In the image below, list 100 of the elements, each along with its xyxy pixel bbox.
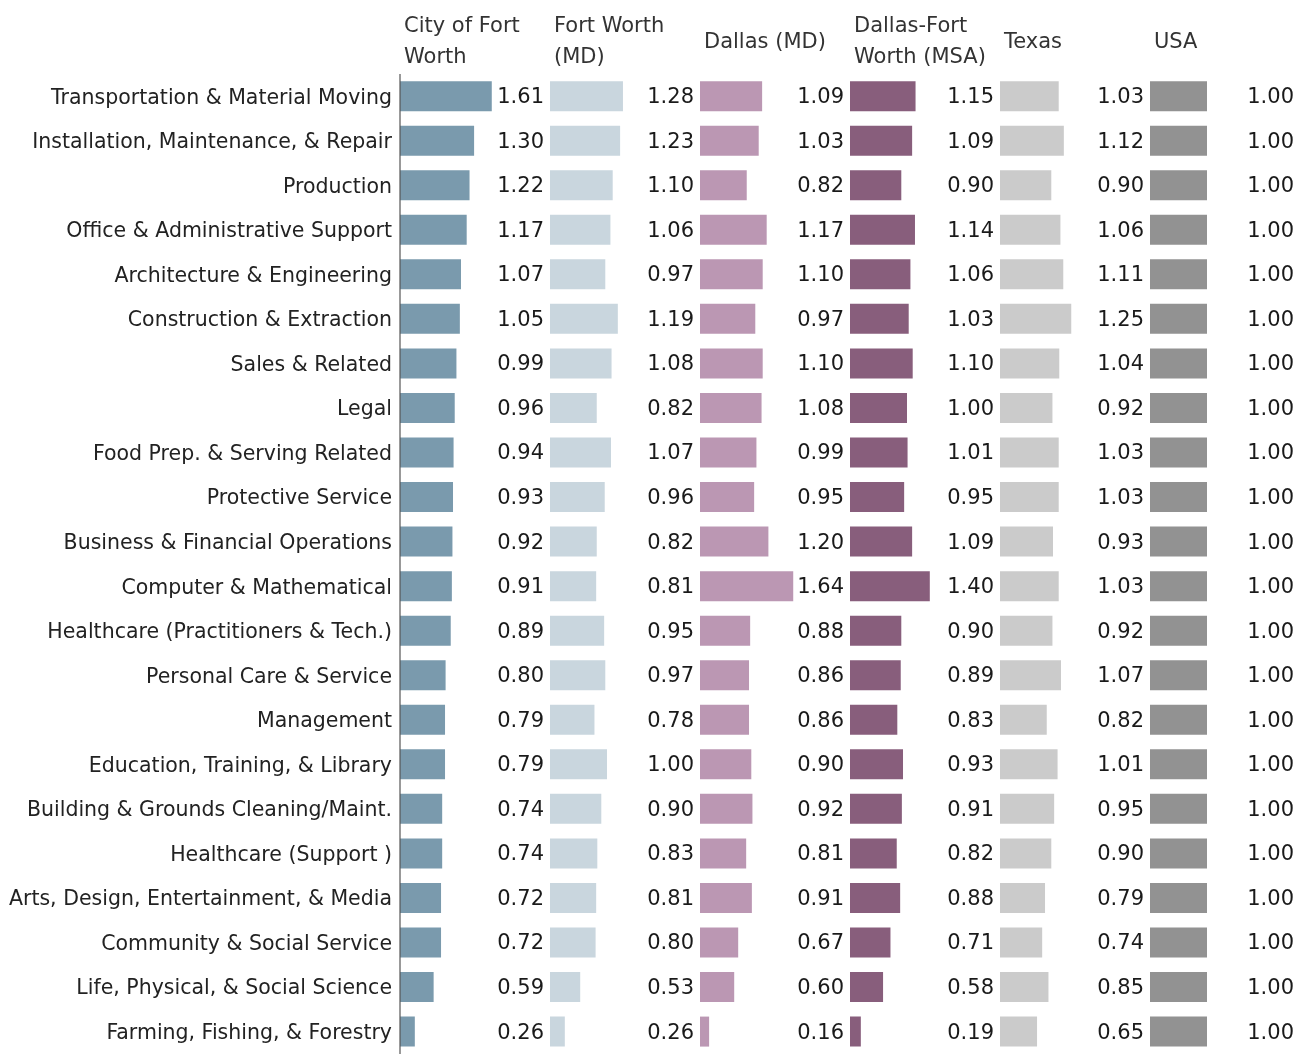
data-label: 0.90	[1097, 841, 1144, 866]
bar	[550, 927, 596, 958]
bar	[400, 482, 454, 513]
bar	[850, 972, 884, 1003]
data-label: 1.07	[1097, 663, 1144, 688]
y-tick-label: Building & Grounds Cleaning/Maint.	[26, 797, 392, 822]
data-label: 1.14	[947, 217, 994, 242]
y-tick-label: Personal Care & Service	[146, 663, 392, 688]
data-label: 1.00	[1247, 173, 1294, 198]
data-label: 0.88	[797, 618, 844, 643]
data-label: 0.60	[797, 975, 844, 1000]
data-label: 0.92	[1097, 618, 1144, 643]
bar	[850, 793, 902, 824]
y-tick-label: Sales & Related	[230, 351, 392, 376]
data-label: 1.25	[1097, 306, 1144, 331]
chart-title: Dallas (MD)	[704, 27, 827, 55]
data-label: 1.00	[1247, 707, 1294, 732]
data-label: 0.99	[497, 351, 544, 376]
data-label: 0.58	[947, 975, 994, 1000]
bar	[700, 838, 747, 869]
data-label: 1.03	[1097, 485, 1144, 510]
data-label: 1.15	[947, 84, 994, 109]
data-label: 0.82	[1097, 707, 1144, 732]
data-label: 0.81	[647, 885, 694, 910]
bar	[700, 927, 739, 958]
y-tick-label: Healthcare (Practitioners & Tech.)	[47, 619, 392, 644]
bar	[850, 1016, 861, 1047]
bar	[400, 927, 442, 958]
data-label: 0.91	[797, 885, 844, 910]
data-label: 1.06	[947, 262, 994, 287]
data-label: 0.85	[1097, 975, 1144, 1000]
data-label: 0.79	[1097, 885, 1144, 910]
bar	[850, 437, 908, 468]
data-label: 1.09	[947, 529, 994, 554]
data-label: 1.03	[1097, 574, 1144, 599]
data-label: 1.64	[797, 574, 844, 599]
bar	[1000, 1016, 1038, 1047]
data-label: 1.12	[1097, 128, 1144, 153]
bar	[550, 615, 605, 646]
data-label: 1.00	[647, 752, 694, 777]
data-label: 0.89	[947, 663, 994, 688]
data-label: 0.71	[947, 930, 994, 955]
data-label: 0.83	[647, 841, 694, 866]
data-label: 0.90	[797, 752, 844, 777]
bar	[1000, 303, 1072, 334]
y-tick-label: Education, Training, & Library	[88, 752, 392, 777]
bar	[700, 170, 747, 201]
data-label: 1.00	[1247, 485, 1294, 510]
data-label: 1.05	[497, 306, 544, 331]
bar	[1000, 259, 1064, 290]
bar	[400, 125, 475, 156]
data-label: 1.09	[797, 84, 844, 109]
y-tick-label: Healthcare (Support )	[170, 841, 392, 866]
chart-title: Dallas-Fort Worth (MSA)	[854, 12, 987, 70]
data-label: 1.10	[797, 262, 844, 287]
data-label: 0.89	[497, 618, 544, 643]
data-label: 0.99	[797, 440, 844, 465]
data-label: 0.81	[647, 574, 694, 599]
data-label: 1.00	[1247, 351, 1294, 376]
data-label: 1.00	[1247, 529, 1294, 554]
bar	[700, 1016, 710, 1047]
data-label: 1.19	[647, 306, 694, 331]
bar	[700, 125, 759, 156]
bar	[850, 81, 916, 112]
data-label: 0.86	[797, 707, 844, 732]
data-label: 0.92	[797, 796, 844, 821]
bar	[400, 259, 461, 290]
bar	[1000, 972, 1049, 1003]
data-label: 0.74	[497, 841, 544, 866]
bar	[700, 392, 762, 423]
data-label: 0.93	[947, 752, 994, 777]
bar	[1000, 882, 1046, 913]
bar	[700, 882, 752, 913]
bar	[400, 660, 446, 691]
data-label: 0.90	[947, 618, 994, 643]
y-tick-label: Production	[282, 173, 392, 198]
data-label: 0.92	[497, 529, 544, 554]
bar	[550, 81, 623, 112]
bar	[1000, 838, 1052, 869]
bar	[400, 81, 492, 112]
bar	[400, 838, 443, 869]
bar	[1000, 526, 1054, 557]
bar	[850, 259, 911, 290]
bar	[550, 660, 606, 691]
y-tick-label: Food Prep. & Serving Related	[92, 440, 392, 465]
data-label: 0.83	[947, 707, 994, 732]
y-tick-label: Construction & Extraction	[127, 307, 392, 332]
bar	[550, 571, 597, 602]
y-tick-label: Computer & Mathematical	[121, 574, 392, 599]
data-label: 0.19	[947, 1019, 994, 1044]
data-label: 1.00	[1247, 217, 1294, 242]
data-label: 0.80	[647, 930, 694, 955]
bar	[700, 482, 755, 513]
data-label: 1.00	[947, 395, 994, 420]
data-label: 1.10	[647, 173, 694, 198]
bar	[1000, 571, 1059, 602]
bar	[1000, 170, 1052, 201]
bar	[550, 303, 618, 334]
data-label: 1.01	[947, 440, 994, 465]
bar	[700, 437, 757, 468]
